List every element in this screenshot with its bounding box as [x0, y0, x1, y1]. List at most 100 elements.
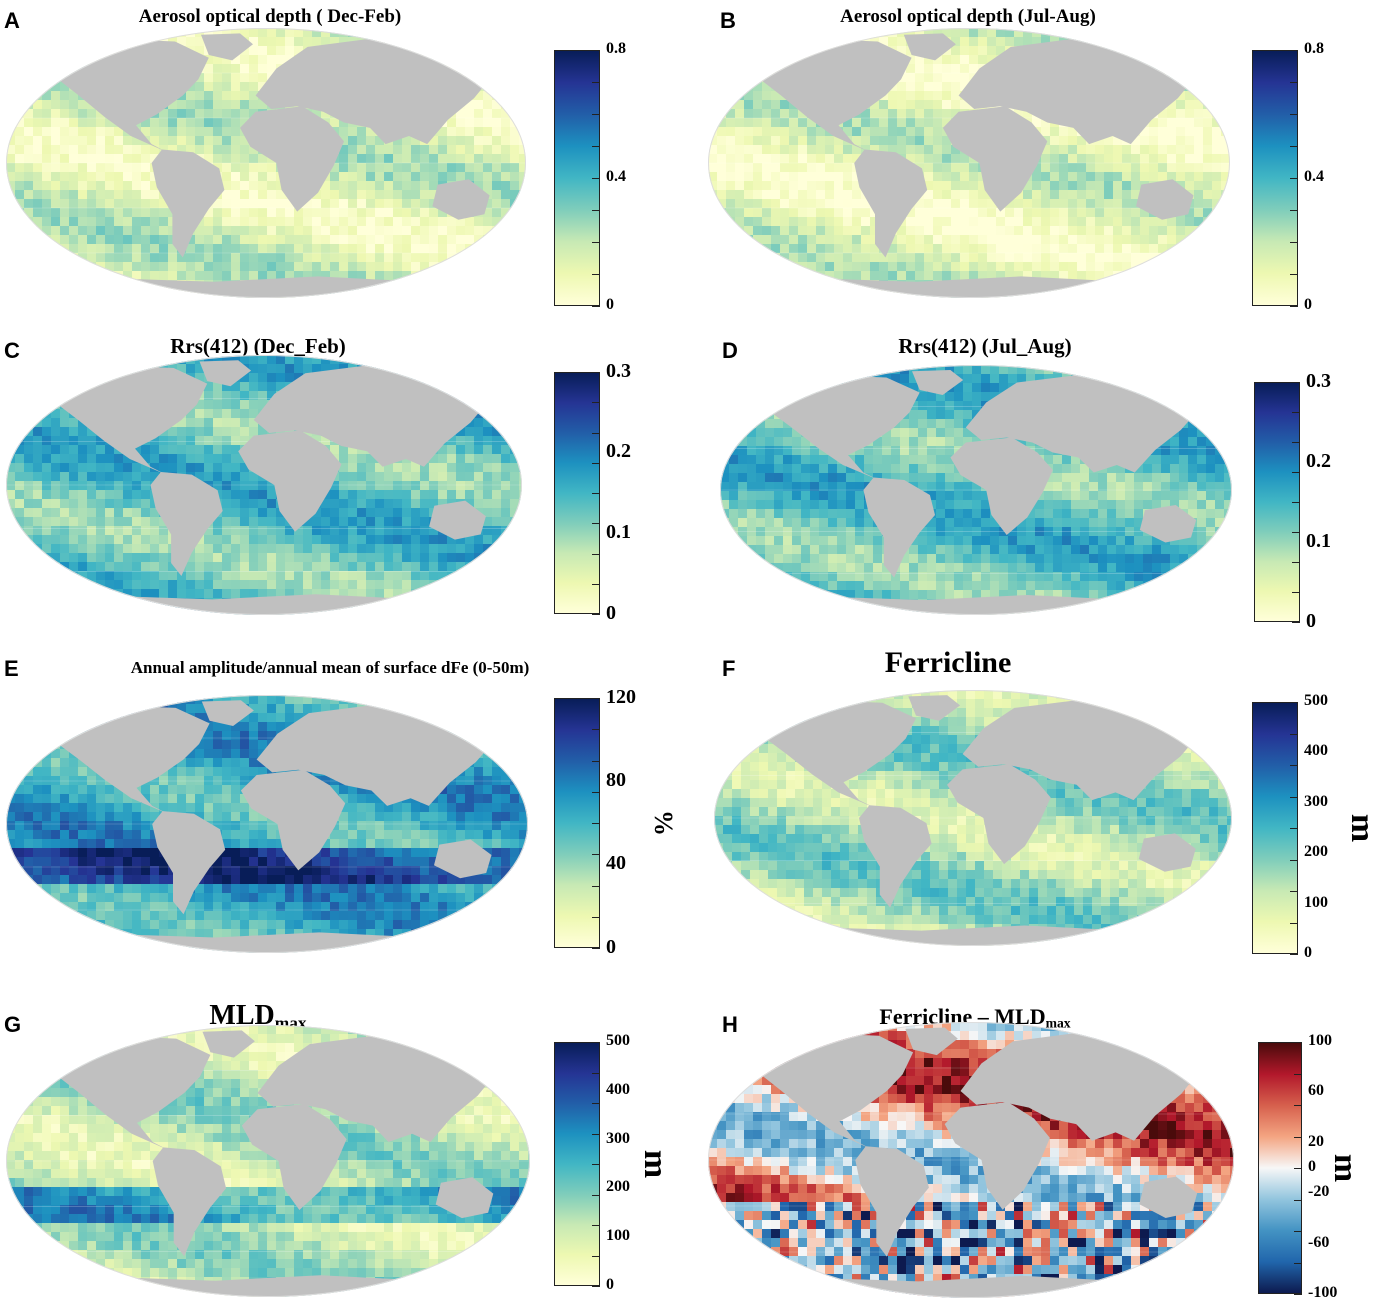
map-outline — [6, 28, 526, 298]
colorbar-tick — [1290, 765, 1298, 766]
land-africa — [944, 1102, 1050, 1210]
colorbar-tick-label: 20 — [1308, 1132, 1324, 1150]
land-africa — [240, 106, 344, 212]
colorbar-tick — [1290, 702, 1298, 703]
colorbar — [554, 50, 600, 306]
colorbar-tick — [592, 1133, 600, 1135]
colorbar-tick — [592, 462, 600, 464]
world-map — [720, 365, 1232, 615]
colorbar-tick — [1290, 796, 1298, 798]
colorbar-tick-label: 0 — [606, 296, 614, 314]
colorbar-tick-label: 500 — [1304, 692, 1328, 710]
land-antarctica — [739, 925, 1207, 946]
colorbar-tick — [1290, 859, 1298, 861]
colorbar-tick-label: 0.1 — [606, 520, 631, 543]
colorbar-tick — [1292, 472, 1300, 473]
colorbar-unit-label: m — [637, 1149, 674, 1179]
colorbar-tick — [592, 242, 600, 243]
land-antarctica — [32, 932, 502, 953]
colorbar-tick — [592, 948, 600, 949]
colorbar-tick — [592, 1072, 600, 1074]
colorbar-tick — [1292, 412, 1300, 413]
panel-title-text: Aerosol optical depth (Jul-Aug) — [840, 6, 1096, 27]
colorbar-tick — [592, 698, 600, 699]
map-outline — [6, 355, 522, 615]
colorbar-unit-label: m — [1327, 1153, 1364, 1183]
colorbar-tick — [1290, 274, 1298, 275]
colorbar-tick — [592, 178, 600, 179]
colorbar-tick — [592, 372, 600, 373]
colorbar-tick-label: 0 — [1306, 609, 1316, 632]
colorbar-tick — [592, 493, 600, 494]
colorbar-tick — [592, 1194, 600, 1196]
colorbar-tick-label: 0.2 — [606, 440, 631, 463]
colorbar-tick — [592, 50, 600, 51]
land-eurasia — [255, 38, 495, 145]
ocean-field — [708, 28, 1230, 298]
panel-title-text: Rrs(412) (Dec_Feb) — [170, 334, 346, 358]
world-map — [714, 690, 1232, 946]
colorbar-tick-label: 0 — [1304, 296, 1312, 314]
colorbar-tick-label: 0.3 — [606, 359, 631, 382]
panel-title: Aerosol optical depth (Jul-Aug) — [840, 6, 1096, 29]
colorbar-tick — [1290, 922, 1298, 924]
colorbar-tick — [592, 614, 600, 615]
colorbar-tick-label: 0 — [606, 1276, 614, 1294]
panel-letter: E — [4, 656, 19, 681]
colorbar-tick-label: 0 — [1304, 944, 1312, 962]
land-antarctica — [32, 1275, 504, 1297]
colorbar-tick-label: 400 — [1304, 742, 1328, 760]
colorbar-tick — [1290, 954, 1298, 955]
land-eurasia — [965, 375, 1202, 473]
land-eurasia — [253, 365, 491, 467]
panel-title-text: Aerosol optical depth ( Dec-Feb) — [138, 6, 402, 27]
land-australia — [429, 500, 486, 540]
map-outline — [708, 28, 1230, 298]
colorbar-tick — [1290, 891, 1298, 892]
ocean-field — [6, 1025, 530, 1297]
land-greenland — [908, 695, 961, 721]
land-greenland — [201, 700, 254, 726]
land-antarctica — [32, 276, 500, 298]
land-antarctica — [734, 276, 1204, 298]
colorbar-tick-label: 0.1 — [1306, 529, 1331, 552]
panel-title: Rrs(412) (Dec_Feb) — [170, 334, 346, 360]
colorbar-tick-label: 100 — [606, 1227, 630, 1245]
colorbar-tick — [1292, 442, 1300, 443]
panel-letter: C — [4, 338, 20, 363]
map-outline — [708, 1022, 1234, 1298]
panel-title-text: Rrs(412) (Jul_Aug) — [898, 334, 1072, 358]
colorbar-tick — [592, 854, 600, 856]
colorbar-tick — [592, 1164, 600, 1165]
land-samerica — [152, 811, 226, 915]
colorbar-tick — [1292, 562, 1300, 563]
land-greenland — [912, 370, 964, 395]
panel-title: Annual amplitude/annual mean of surface … — [131, 658, 530, 679]
land-samerica — [150, 472, 223, 576]
colorbar-tick — [592, 402, 600, 404]
ocean-field — [6, 28, 526, 298]
colorbar-tick — [592, 729, 600, 731]
colorbar-tick-label: 80 — [606, 768, 626, 791]
land-australia — [432, 179, 490, 220]
colorbar-tick — [1290, 82, 1298, 83]
map-outline — [720, 365, 1232, 615]
land-greenland — [903, 33, 956, 61]
colorbar-tick-label: 400 — [606, 1080, 630, 1098]
colorbar-tick — [592, 885, 600, 887]
land-eurasia — [958, 38, 1199, 145]
colorbar-tick-label: 100 — [1308, 1032, 1332, 1050]
panel-letter: F — [722, 656, 736, 681]
colorbar-tick — [592, 760, 600, 762]
colorbar-tick — [592, 114, 600, 115]
colorbar-tick — [1292, 382, 1300, 383]
land-africa — [241, 1103, 347, 1210]
colorbar-tick — [1292, 532, 1300, 533]
panel-letter: G — [4, 1012, 22, 1037]
colorbar-tick-label: 40 — [606, 852, 626, 875]
world-map — [708, 1022, 1234, 1298]
colorbar-tick-label: -60 — [1308, 1233, 1330, 1251]
colorbar-tick — [1292, 592, 1300, 593]
map-outline — [6, 1025, 530, 1297]
colorbar-unit-label: m — [1344, 813, 1378, 843]
